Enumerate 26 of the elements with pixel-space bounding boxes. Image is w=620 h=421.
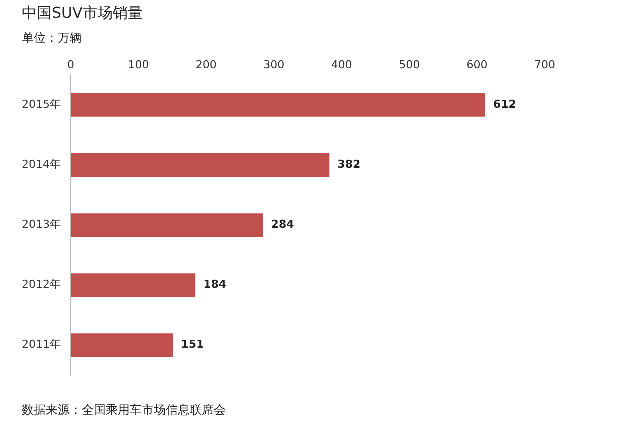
x-tick-label: 0 [67, 58, 74, 72]
x-tick-label: 700 [534, 58, 556, 72]
x-tick-label: 500 [399, 58, 420, 72]
y-tick-label: 2014年 [22, 158, 61, 172]
x-tick-label: 200 [196, 58, 217, 72]
data-label: 284 [271, 218, 295, 232]
chart-title: 中国SUV市场销量 [22, 4, 143, 23]
data-label: 151 [181, 338, 204, 352]
y-tick-label: 2015年 [22, 98, 61, 112]
bar [70, 154, 330, 177]
bar [70, 214, 264, 238]
x-tick-label: 300 [264, 58, 285, 72]
y-tick-label: 2012年 [22, 278, 61, 292]
x-tick-label: 100 [128, 58, 150, 72]
data-label: 184 [204, 278, 227, 292]
bar [70, 274, 196, 298]
bar [70, 334, 174, 358]
data-label: 612 [493, 98, 516, 112]
y-tick-label: 2011年 [22, 338, 61, 352]
bar [70, 94, 486, 117]
y-tick-label: 2013年 [22, 218, 61, 232]
source-note: 数据来源：全国乘用车市场信息联席会 [22, 402, 226, 419]
data-label: 382 [338, 158, 361, 172]
x-tick-label: 600 [466, 58, 488, 72]
x-tick-label: 400 [331, 58, 352, 72]
chart-subtitle: 单位：万辆 [22, 30, 82, 47]
